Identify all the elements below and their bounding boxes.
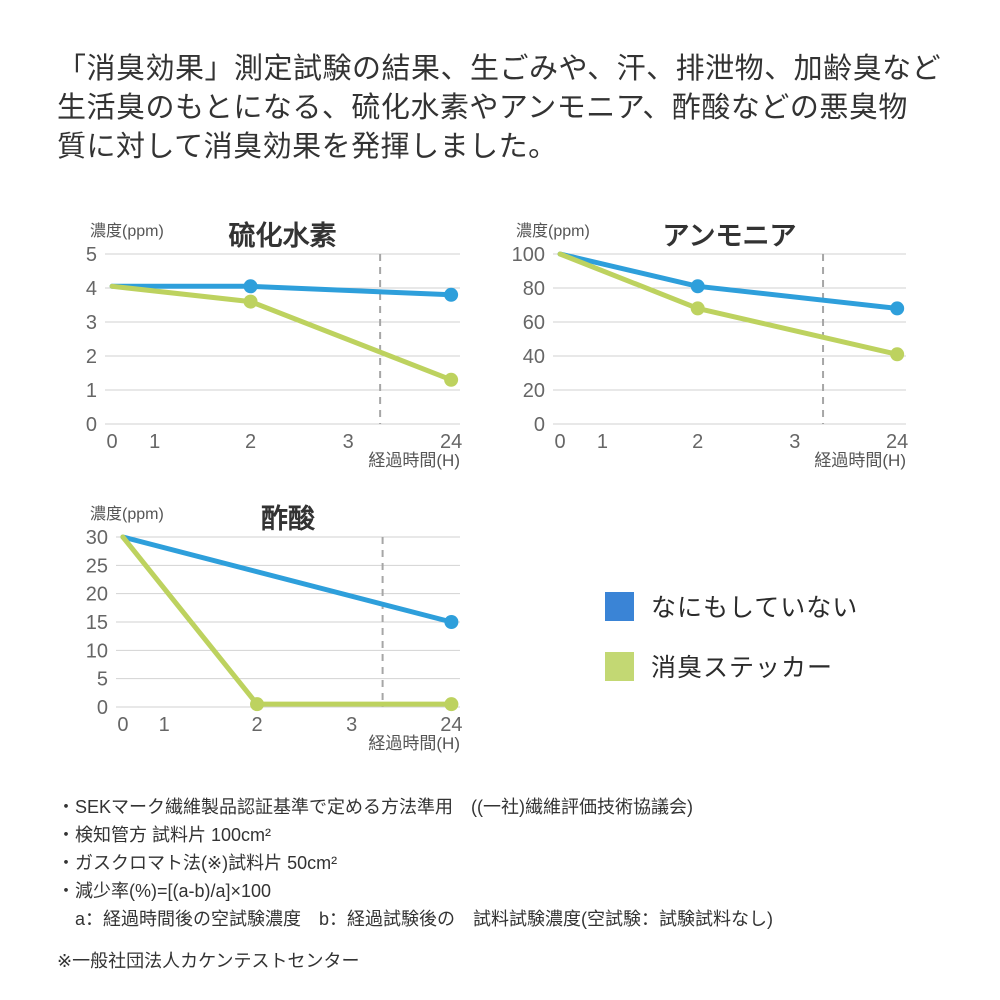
svg-text:酢酸: 酢酸 bbox=[261, 504, 316, 534]
svg-text:1: 1 bbox=[159, 714, 170, 736]
svg-text:80: 80 bbox=[523, 278, 545, 300]
intro-text: 「消臭効果」測定試験の結果、生ごみや、汗、排泄物、加齢臭など 生活臭のもとになる、… bbox=[57, 50, 957, 167]
svg-text:1: 1 bbox=[86, 380, 97, 402]
svg-text:3: 3 bbox=[789, 431, 800, 453]
svg-text:5: 5 bbox=[97, 669, 108, 691]
svg-text:25: 25 bbox=[86, 555, 108, 577]
svg-text:3: 3 bbox=[346, 714, 357, 736]
svg-text:0: 0 bbox=[107, 431, 118, 453]
footnote-detector-tube: ・検知管方 試料片 100cm² bbox=[57, 825, 272, 845]
svg-text:4: 4 bbox=[86, 278, 97, 300]
svg-text:3: 3 bbox=[86, 312, 97, 334]
svg-text:経過時間(H): 経過時間(H) bbox=[368, 734, 460, 753]
svg-text:濃度(ppm): 濃度(ppm) bbox=[516, 222, 590, 240]
svg-text:20: 20 bbox=[86, 584, 108, 606]
svg-text:0: 0 bbox=[97, 697, 108, 719]
svg-text:0: 0 bbox=[534, 414, 545, 436]
svg-text:30: 30 bbox=[86, 527, 108, 549]
svg-text:2: 2 bbox=[251, 714, 262, 736]
svg-text:40: 40 bbox=[523, 346, 545, 368]
svg-text:60: 60 bbox=[523, 312, 545, 334]
legend-label-untreated: なにもしていない bbox=[651, 594, 859, 622]
svg-text:2: 2 bbox=[245, 431, 256, 453]
svg-text:2: 2 bbox=[86, 346, 97, 368]
svg-text:0: 0 bbox=[86, 414, 97, 436]
footnote-formula-definition: a：経過時間後の空試験濃度 b：経過試験後の 試料試験濃度(空試験：試験試料なし… bbox=[57, 909, 774, 929]
svg-text:0: 0 bbox=[554, 431, 565, 453]
svg-text:1: 1 bbox=[597, 431, 608, 453]
legend-item-untreated: なにもしていない bbox=[605, 588, 858, 624]
svg-text:3: 3 bbox=[343, 431, 354, 453]
svg-text:15: 15 bbox=[86, 612, 108, 634]
svg-text:2: 2 bbox=[692, 431, 703, 453]
legend-item-deodorant-sticker: 消臭ステッカー bbox=[605, 648, 858, 684]
svg-text:0: 0 bbox=[117, 714, 128, 736]
svg-text:5: 5 bbox=[86, 244, 97, 266]
svg-text:20: 20 bbox=[523, 380, 545, 402]
legend: なにもしていない 消臭ステッカー bbox=[605, 588, 858, 708]
svg-text:100: 100 bbox=[512, 244, 545, 266]
footnotes: ・SEKマーク繊維製品認証基準で定める方法準用 ((一社)繊維評価技術協議会) … bbox=[57, 793, 957, 975]
svg-text:経過時間(H): 経過時間(H) bbox=[368, 451, 460, 470]
deodorant-sticker-color-swatch bbox=[605, 651, 634, 681]
svg-text:10: 10 bbox=[86, 640, 108, 662]
untreated-color-swatch bbox=[605, 591, 634, 621]
intro-line-1: 「消臭効果」測定試験の結果、生ごみや、汗、排泄物、加齢臭など bbox=[57, 53, 942, 85]
svg-text:1: 1 bbox=[149, 431, 160, 453]
svg-text:硫化水素: 硫化水素 bbox=[229, 220, 337, 251]
footnote-gas-chromatography: ・ガスクロマト法(※)試料片 50cm² bbox=[57, 853, 338, 873]
svg-text:濃度(ppm): 濃度(ppm) bbox=[90, 222, 164, 240]
legend-label-deodorant-sticker: 消臭ステッカー bbox=[651, 654, 834, 682]
svg-text:アンモニア: アンモニア bbox=[663, 221, 797, 251]
footnote-reduction-formula: ・減少率(%)=[(a-b)/a]×100 bbox=[57, 881, 272, 901]
svg-text:24: 24 bbox=[440, 431, 462, 453]
footnote-method: ・SEKマーク繊維製品認証基準で定める方法準用 ((一社)繊維評価技術協議会) bbox=[57, 797, 693, 817]
svg-text:濃度(ppm): 濃度(ppm) bbox=[90, 505, 164, 523]
svg-text:24: 24 bbox=[886, 431, 908, 453]
intro-line-3: 質に対して消臭効果を発揮しました。 bbox=[57, 131, 558, 163]
intro-line-2: 生活臭のもとになる、硫化水素やアンモニア、酢酸などの悪臭物 bbox=[57, 92, 908, 124]
svg-text:24: 24 bbox=[440, 714, 462, 736]
svg-text:経過時間(H): 経過時間(H) bbox=[814, 451, 906, 470]
footnote-test-center: ※一般社団法人カケンテストセンター bbox=[57, 951, 360, 971]
